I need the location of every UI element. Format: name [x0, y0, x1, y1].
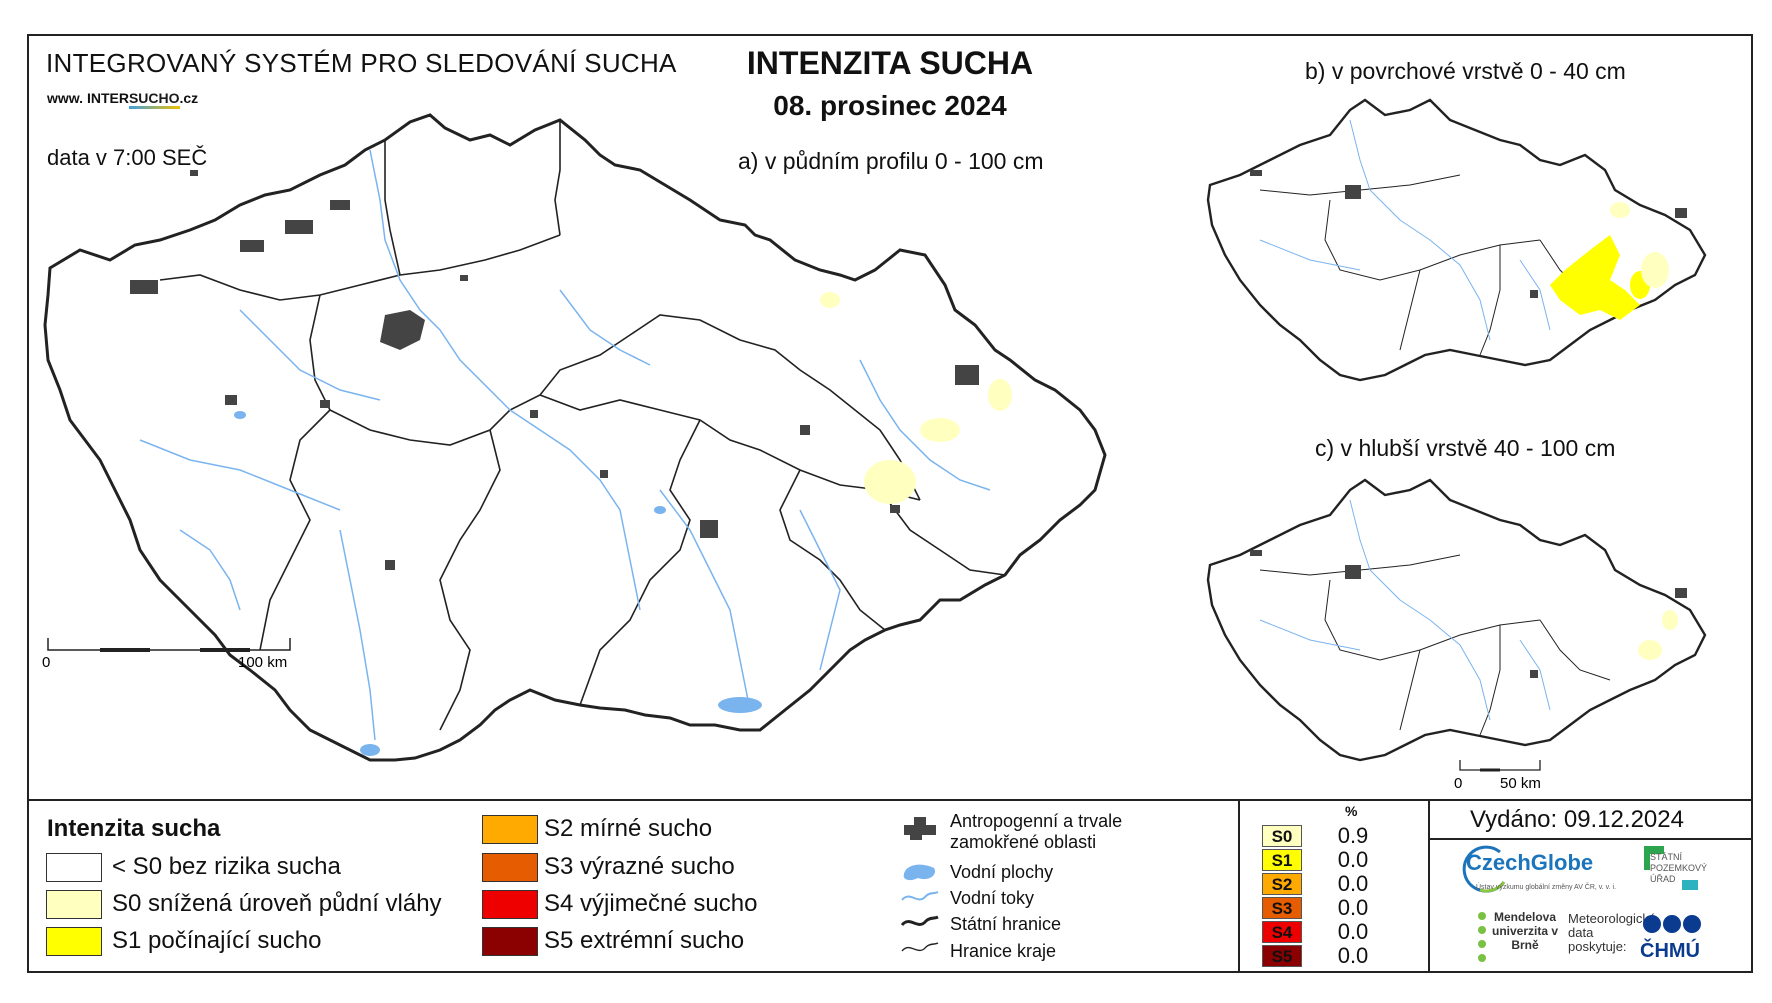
- legend-divider-1: [1238, 799, 1240, 973]
- urban-areas-c: [1250, 550, 1687, 678]
- scale-bar-small: 0 50 km: [1454, 760, 1541, 790]
- legend-swatch-3: [482, 815, 538, 844]
- s0-areas-b: [1610, 202, 1669, 288]
- region-border-icon: [901, 942, 939, 952]
- water-body-icon: [903, 864, 936, 881]
- mendel-logo: Mendelova univerzita v Brně: [1491, 910, 1559, 952]
- map-c: 0 50 km: [1206, 478, 1707, 790]
- state-border-a: [43, 113, 1107, 762]
- system-name: INTEGROVANÝ SYSTÉM PRO SLEDOVÁNÍ SUCHA: [46, 48, 677, 78]
- state-border-icon: [900, 915, 939, 927]
- chmu-logo-icon: [1643, 915, 1701, 933]
- legend-swatch-0: [46, 853, 102, 882]
- met-data-label: Meteorologická data poskytuje:: [1568, 911, 1657, 954]
- legend-swatch-6: [482, 927, 538, 956]
- stats-class-s5: S5: [1262, 945, 1302, 967]
- water-bodies-a: [234, 411, 762, 756]
- legend-separator: [27, 799, 1753, 801]
- legend-title: Intenzita sucha: [47, 815, 221, 842]
- urban-areas-a: [130, 170, 979, 570]
- legend-swatch-5: [482, 890, 538, 919]
- stats-value-s5: 0.0: [1337, 943, 1369, 968]
- stats-value-s3: 0.0: [1337, 895, 1369, 920]
- legend-swatch-2: [46, 927, 102, 956]
- map-c-label: c) v hlubší vrstvě 40 - 100 cm: [1315, 435, 1616, 461]
- legend-swatch-4: [482, 853, 538, 882]
- stats-class-s0: S0: [1262, 825, 1302, 847]
- map-a-label: a) v půdním profilu 0 - 100 cm: [738, 148, 1044, 174]
- state-border-c: [1206, 478, 1707, 762]
- czechglobe-logo: CzechGlobe: [1466, 850, 1594, 875]
- s0-areas-a: [820, 292, 1012, 504]
- stats-class-s2: S2: [1262, 873, 1302, 895]
- stats-value-s0: 0.9: [1337, 823, 1369, 848]
- river-icon: [901, 891, 939, 901]
- layer-label-urban: Antropogenní a trvale zamokřené oblasti: [950, 811, 1123, 852]
- legend-label-5: S4 výjimečné sucho: [544, 890, 758, 917]
- layer-label-river: Vodní toky: [950, 888, 1035, 908]
- legend-label-0: < S0 bez rizika sucha: [112, 853, 341, 880]
- map-b-label: b) v povrchové vrstvě 0 - 40 cm: [1305, 58, 1626, 84]
- map-a: 0 100 km: [42, 113, 1107, 762]
- rivers-c: [1259, 499, 1551, 721]
- urban-areas-b: [1250, 170, 1687, 298]
- legend-label-3: S2 mírné sucho: [544, 815, 713, 842]
- scale-bar-main: 0 100 km: [42, 638, 291, 671]
- rivers-b: [1259, 119, 1551, 341]
- stats-value-s4: 0.0: [1337, 919, 1369, 944]
- stats-class-s1: S1: [1262, 849, 1302, 871]
- czechglobe-logo-sub: Ústav výzkumu globální změny AV ČR, v. v…: [1476, 884, 1617, 891]
- issued-divider: [1428, 838, 1753, 840]
- data-time: data v 7:00 SEČ: [47, 145, 208, 170]
- layer-label-water: Vodní plochy: [950, 862, 1054, 882]
- legend-divider-2: [1428, 799, 1430, 973]
- scale-small-end: 50 km: [1500, 775, 1541, 790]
- scale-main-end: 100 km: [238, 654, 287, 671]
- legend-label-2: S1 počínající sucho: [112, 927, 322, 954]
- rivers-a: [139, 149, 991, 741]
- czechglobe-logo-icon: [1462, 845, 1506, 893]
- website-link[interactable]: www. INTERSUCHO.cz: [47, 90, 199, 109]
- website-suffix: .cz: [179, 90, 199, 106]
- layer-label-region-border: Hranice kraje: [950, 941, 1057, 961]
- region-borders-a: [159, 120, 1006, 731]
- spu-logo-icon: [1644, 846, 1698, 890]
- s0-areas-c: [1638, 610, 1678, 660]
- website-inter: INTER: [86, 90, 129, 106]
- state-border-b: [1206, 98, 1707, 382]
- page-title: INTENZITA SUCHA: [746, 45, 1034, 81]
- scale-small-start: 0: [1454, 775, 1462, 790]
- stats-value-s1: 0.0: [1337, 847, 1369, 872]
- legend-label-1: S0 snížená úroveň půdní vláhy: [112, 890, 442, 917]
- stats-class-s4: S4: [1262, 921, 1302, 943]
- map-date: 08. prosinec 2024: [773, 90, 1007, 121]
- spu-logo: STÁTNÍ POZEMKOVÝ ÚŘAD: [1650, 852, 1708, 884]
- issued-date: Vydáno: 09.12.2024: [1470, 806, 1684, 833]
- urban-area-icon: [904, 817, 936, 840]
- legend-swatch-1: [46, 890, 102, 919]
- legend-label-6: S5 extrémní sucho: [544, 927, 745, 954]
- legend-label-4: S3 výrazné sucho: [544, 853, 735, 880]
- stats-header: %: [1345, 803, 1358, 819]
- scale-main-start: 0: [42, 654, 50, 671]
- layer-label-state-border: Státní hranice: [950, 914, 1062, 934]
- stats-value-s2: 0.0: [1337, 871, 1369, 896]
- website-prefix: www.: [47, 90, 84, 106]
- stats-class-s3: S3: [1262, 897, 1302, 919]
- website-sucho: SUCHO: [128, 90, 180, 109]
- mendel-logo-icon: [1478, 912, 1486, 962]
- chmu-logo: ČHMÚ: [1640, 940, 1700, 962]
- map-b: [1206, 98, 1707, 382]
